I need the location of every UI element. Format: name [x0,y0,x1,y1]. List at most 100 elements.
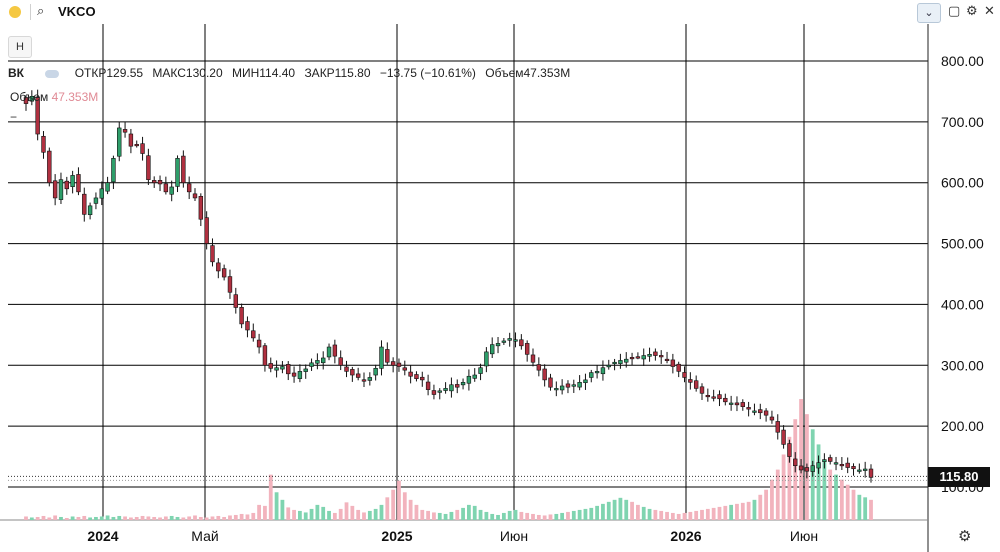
candle-body [711,396,716,399]
volume-bar [659,510,664,520]
candle-body [303,368,308,372]
candle-body [186,183,192,193]
volume-bar [606,501,611,520]
candle-body [688,379,693,383]
candle-body [449,384,454,392]
volume-bar [239,513,244,520]
search-icon[interactable]: ⌕ [37,4,45,19]
chevron-down-icon[interactable]: ⌄ [917,3,941,23]
candle-body [816,462,821,469]
interval-button[interactable]: H [8,36,32,58]
candle-body [664,358,670,361]
volume-bar [134,516,139,520]
volume-bar [47,517,52,520]
volume-bar [816,444,821,520]
candle-body [157,180,163,185]
legend-high: МАКС130.20 [152,66,223,80]
restore-icon[interactable]: ▢ [948,4,961,19]
candle-body [513,339,518,342]
volume-bar [379,504,384,520]
volume-bar [455,509,460,520]
candle-body [82,193,87,215]
volume-bar [589,507,594,520]
volume-label: Объем [10,90,49,104]
candle-body [583,379,588,384]
volume-bar [373,508,378,520]
volume-bar [356,509,361,520]
chart-area[interactable]: 100.00 200.00 300.00 400.00 500.00 600.00 700.… [0,24,1000,552]
collapse-legend-button[interactable]: − [10,110,18,124]
volume-bar [781,454,786,520]
volume-bar [426,510,430,520]
volume-bar [478,509,483,520]
candle-body [105,182,110,192]
volume-value: 47.353М [51,90,99,104]
volume-bar [636,504,640,520]
candle-body [111,158,116,183]
volume-bar [70,516,75,520]
candle-body [466,375,472,384]
volume-bar [397,480,401,520]
candle-body [373,368,378,376]
candle-body [52,180,58,199]
candle-body [490,344,495,355]
candle-body [134,144,139,147]
volume-bar [41,515,46,520]
candle-body [810,465,815,472]
y-tick-label: 300.00 [941,357,984,373]
candle-body [554,388,559,391]
volume-bar [292,509,296,520]
candle-body [746,407,751,410]
volume-bar [82,515,87,520]
volume-bar [245,514,250,520]
close-icon[interactable]: ✕ [984,4,995,19]
candle-body [181,155,186,184]
candle-body [635,356,641,359]
volume-bar [437,512,442,520]
legend-volume: Объем47.353М [485,66,571,80]
volume-bar [513,509,518,520]
volume-bar [501,512,506,520]
volume-bar [193,515,197,520]
candle-body [723,397,728,403]
candle-body [460,382,466,386]
candle-body [845,462,850,468]
volume-bar [548,514,553,520]
volume-bar [129,517,133,520]
volume-bar [531,513,535,520]
candle-body [804,467,810,472]
candle-body [839,464,845,467]
x-tick-label: Май [191,528,218,544]
volume-bar [583,508,588,520]
volume-bar [461,507,465,520]
candle-body [507,338,512,341]
y-tick-label: 400.00 [941,296,984,312]
volume-bar [571,510,576,520]
legend-symbol: ВК [8,66,24,80]
candle-body [385,349,390,363]
candle-body [577,382,582,388]
candle-body [624,358,629,363]
price-chart[interactable]: 100.00200.00300.00400.00500.00600.00700.… [0,24,1000,552]
volume-bar [408,499,413,520]
volume-bar [711,507,716,520]
volume-bar [601,503,605,520]
volume-bar [828,469,833,520]
visibility-toggle-icon[interactable] [45,69,60,78]
volume-legend: Объем 47.353М [10,90,98,104]
candle-body [251,330,256,339]
candle-body [676,363,681,372]
candle-body [600,367,606,375]
symbol-search-value[interactable]: VKCO [58,4,96,19]
candle-body [857,469,862,472]
candle-body [379,346,384,369]
volume-bar [857,494,862,520]
candle-body [769,416,775,421]
candle-body [152,180,157,184]
candle-body [23,97,29,104]
volume-bar [682,512,687,520]
volume-bar [536,514,541,520]
gear-icon[interactable]: ⚙ [966,4,978,19]
settings-gear-icon[interactable]: ⚙ [958,527,972,545]
volume-bar [542,515,547,520]
